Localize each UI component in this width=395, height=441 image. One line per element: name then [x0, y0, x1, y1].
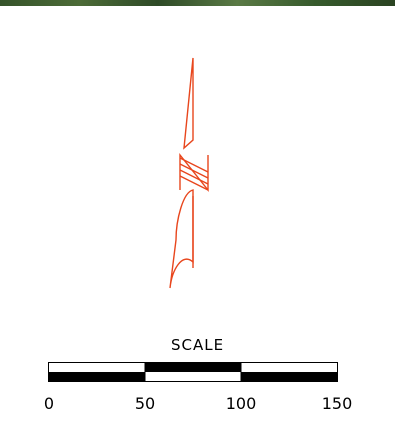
aerial-photo-edge: [0, 0, 395, 6]
scale-segment-50-100-upper: [145, 362, 241, 372]
scale-tick-150: 150: [321, 394, 353, 413]
scale-tick-50: 50: [134, 394, 156, 413]
scale-segment-100-150-lower: [241, 372, 338, 382]
scale-tick-100: 100: [225, 394, 257, 413]
scale-segment-0-50-lower: [48, 372, 145, 382]
scale-bar: [48, 362, 338, 382]
scale-tick-0: 0: [43, 394, 55, 413]
scale-title: SCALE: [170, 336, 225, 354]
